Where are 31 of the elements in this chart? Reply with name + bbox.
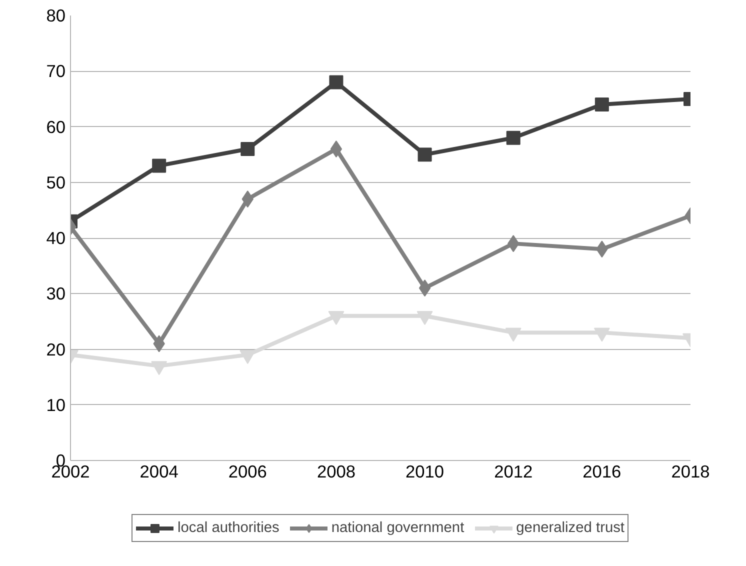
point <box>329 75 344 90</box>
x-tick-label: 2016 <box>582 462 622 482</box>
point <box>151 361 168 376</box>
y-tick-label: 30 <box>46 284 66 304</box>
x-tick-label: 2012 <box>494 462 533 482</box>
x-tick-label: 2006 <box>228 462 267 482</box>
point <box>416 311 433 326</box>
y-tick-label: 50 <box>46 172 66 192</box>
x-tick-label: 2010 <box>406 462 444 482</box>
y-tick-label: 40 <box>46 228 66 248</box>
point <box>418 280 431 297</box>
point <box>328 311 344 326</box>
y-tick-label: 10 <box>46 394 66 415</box>
point <box>505 328 522 342</box>
y-tick-label: 60 <box>46 116 66 137</box>
legend-label: local authorities <box>177 520 280 536</box>
point <box>418 148 432 162</box>
x-tick-label: 2018 <box>671 462 710 482</box>
legend-label: generalized trust <box>516 520 625 536</box>
x-tick-label: 2004 <box>140 462 179 482</box>
x-tick-label: 2008 <box>316 462 356 482</box>
y-tick-label: 80 <box>46 6 66 26</box>
y-tick-label: 70 <box>46 61 66 82</box>
y-tick-label: 20 <box>46 339 66 360</box>
legend-label: national government <box>331 520 464 536</box>
point <box>152 158 166 173</box>
point <box>594 98 609 112</box>
point <box>506 130 520 145</box>
point <box>594 328 610 342</box>
point <box>330 140 342 158</box>
point <box>240 142 255 156</box>
